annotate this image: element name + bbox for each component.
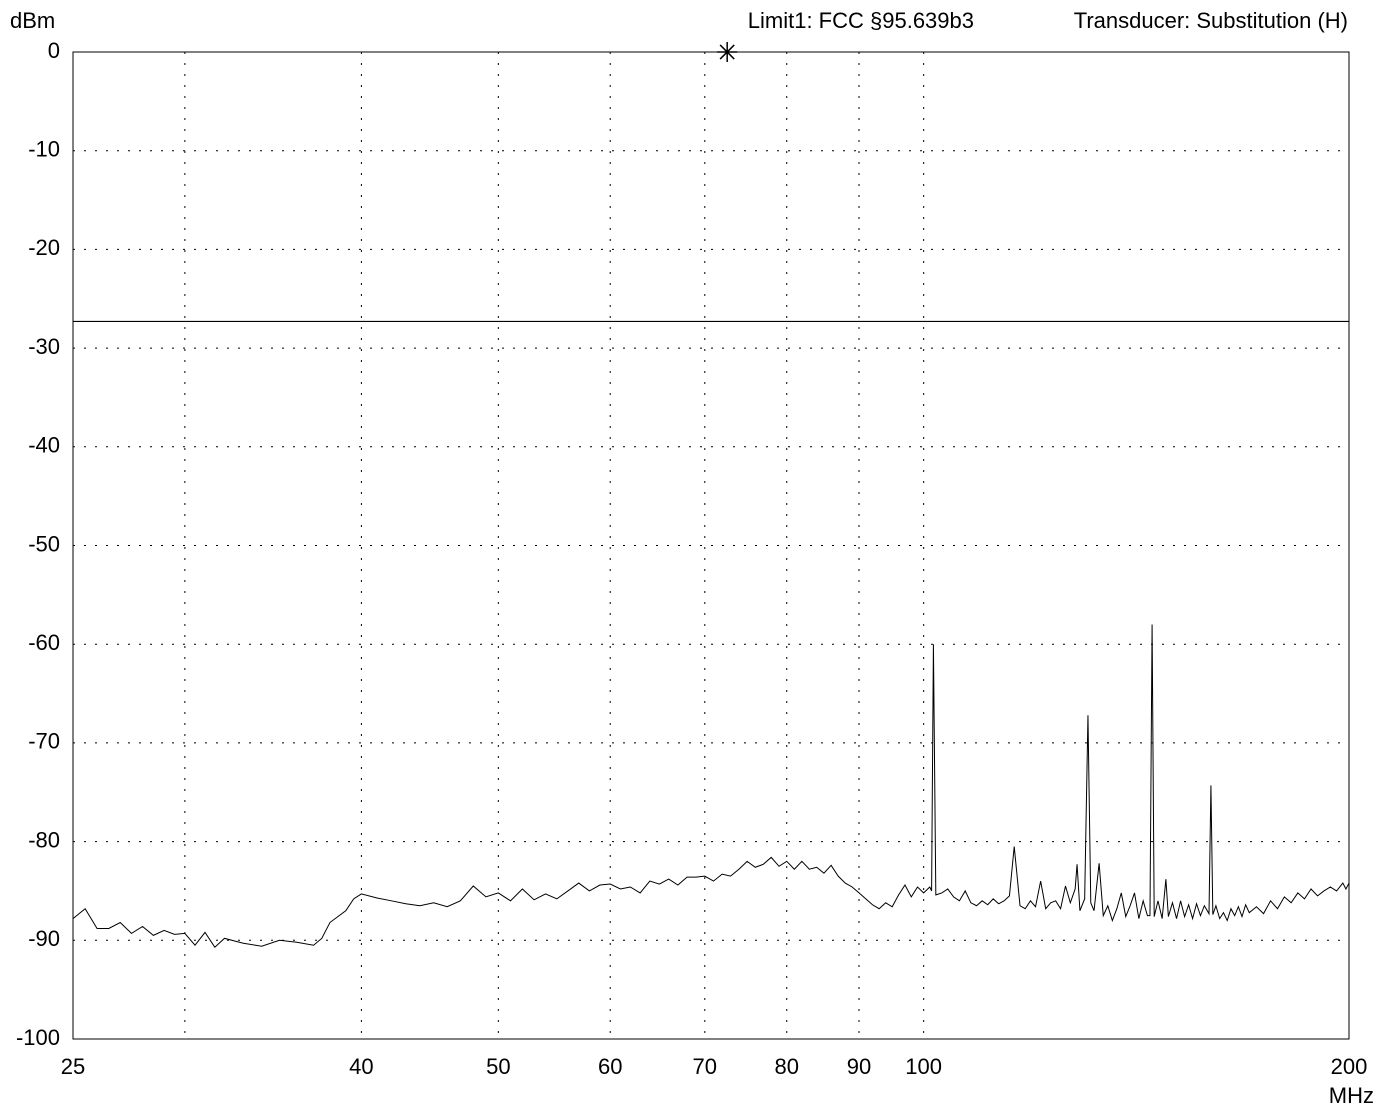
y-axis-label: dBm <box>10 8 55 33</box>
y-tick-label: 0 <box>48 38 60 63</box>
x-tick-label: 80 <box>774 1054 798 1079</box>
y-tick-label: -70 <box>28 729 60 754</box>
limit-label: Limit1: FCC §95.639b3 <box>748 8 974 33</box>
y-tick-label: -60 <box>28 630 60 655</box>
y-tick-label: -20 <box>28 235 60 260</box>
x-tick-label: 200 <box>1331 1054 1368 1079</box>
y-tick-label: -90 <box>28 926 60 951</box>
x-tick-label: 90 <box>847 1054 871 1079</box>
x-tick-label: 60 <box>598 1054 622 1079</box>
trace <box>72 624 1350 948</box>
y-tick-label: -10 <box>28 137 60 162</box>
plot-frame <box>72 51 1350 1040</box>
x-tick-label: 70 <box>693 1054 717 1079</box>
y-tick-label: -100 <box>16 1025 60 1050</box>
marker <box>717 42 738 62</box>
x-tick-label: 100 <box>905 1054 942 1079</box>
transducer-label: Transducer: Substitution (H) <box>1074 8 1348 33</box>
x-tick-label: 25 <box>61 1054 85 1079</box>
y-tick-label: -50 <box>28 531 60 556</box>
y-tick-label: -30 <box>28 334 60 359</box>
y-tick-label: -80 <box>28 827 60 852</box>
x-tick-label: 40 <box>349 1054 373 1079</box>
y-tick-label: -40 <box>28 433 60 458</box>
x-tick-label: 50 <box>486 1054 510 1079</box>
x-axis-label: MHz <box>1329 1083 1374 1108</box>
